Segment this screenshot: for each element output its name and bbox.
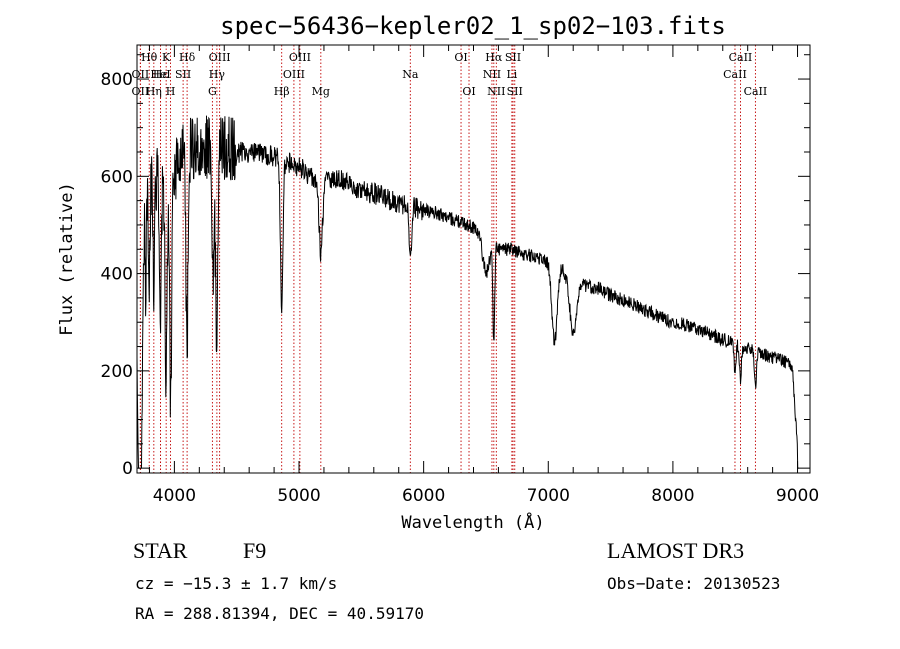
spectral-line-label: Na — [402, 68, 419, 81]
spectral-line-label: SII — [175, 68, 191, 81]
x-tick-label: 9000 — [776, 486, 819, 506]
x-tick-label: 4000 — [153, 486, 196, 506]
spectrum-trace — [136, 115, 799, 469]
coordinates: RA = 288.81394, DEC = 40.59170 — [135, 604, 424, 623]
spectral-line-label: Hθ — [141, 51, 158, 64]
spectral-line-label: SII — [507, 85, 523, 98]
spectral-line-label: Mg — [312, 85, 330, 98]
object-subclass: F9 — [243, 538, 267, 563]
spectral-line-markers — [139, 45, 756, 473]
spectral-line-label: CaII — [723, 68, 747, 81]
spectral-line-label: NII — [487, 85, 505, 98]
y-tick-label: 200 — [101, 362, 133, 382]
y-tick-label: 600 — [101, 167, 133, 187]
spectral-line-label: K — [162, 51, 171, 64]
spectral-line-label: Hγ — [209, 68, 226, 81]
spectral-line-label: Hβ — [274, 85, 290, 98]
y-tick-label: 0 — [122, 459, 133, 479]
y-tick-label: 800 — [101, 70, 133, 90]
survey-name: LAMOST DR3 — [607, 538, 745, 563]
spectrum-line — [136, 115, 799, 469]
spectral-line-label: OI — [454, 51, 467, 64]
axis-ticks — [137, 45, 810, 473]
axis-tick-labels: 4000 5000 6000 7000 8000 9000 0 200 400 600 800 — [101, 70, 820, 506]
spectral-line-label: OI — [462, 85, 475, 98]
x-tick-label: 8000 — [651, 486, 694, 506]
object-class: STAR — [133, 538, 188, 563]
spectral-line-label: G — [208, 85, 217, 98]
redshift-value: cz = −15.3 ± 1.7 km/s — [135, 574, 338, 593]
plot-frame — [136, 44, 811, 474]
spectral-line-label: Li — [506, 68, 517, 81]
spectral-line-label: Hη — [146, 85, 162, 98]
chart-title: spec−56436−kepler02_1_sp02−103.fits — [220, 12, 726, 40]
spectral-line-label: OII — [132, 68, 150, 81]
y-tick-label: 400 — [101, 265, 133, 285]
spectral-line-label: NII — [483, 68, 501, 81]
spectral-line-label: CaII — [729, 51, 753, 64]
spectral-line-label: SII — [505, 51, 521, 64]
x-tick-label: 5000 — [277, 486, 320, 506]
spectral-line-label: Hδ — [179, 51, 196, 64]
spectral-line-label: Hε — [153, 68, 169, 81]
spectral-line-label: OIII — [289, 51, 311, 64]
y-axis-label: Flux (relative) — [57, 182, 77, 336]
observation-date: Obs−Date: 20130523 — [607, 574, 781, 593]
spectral-line-label: Hα — [485, 51, 503, 64]
spectral-line-label: OIII — [283, 68, 305, 81]
spectral-line-label: OII — [132, 85, 150, 98]
spectral-line-label: H — [166, 85, 176, 98]
x-tick-label: 7000 — [527, 486, 570, 506]
spectral-line-label: HeI — [150, 68, 170, 81]
spectral-line-label: OIII — [209, 51, 231, 64]
x-tick-label: 6000 — [402, 486, 445, 506]
x-axis-label: Wavelength (Å) — [401, 511, 544, 533]
spectral-line-label: CaII — [744, 85, 768, 98]
